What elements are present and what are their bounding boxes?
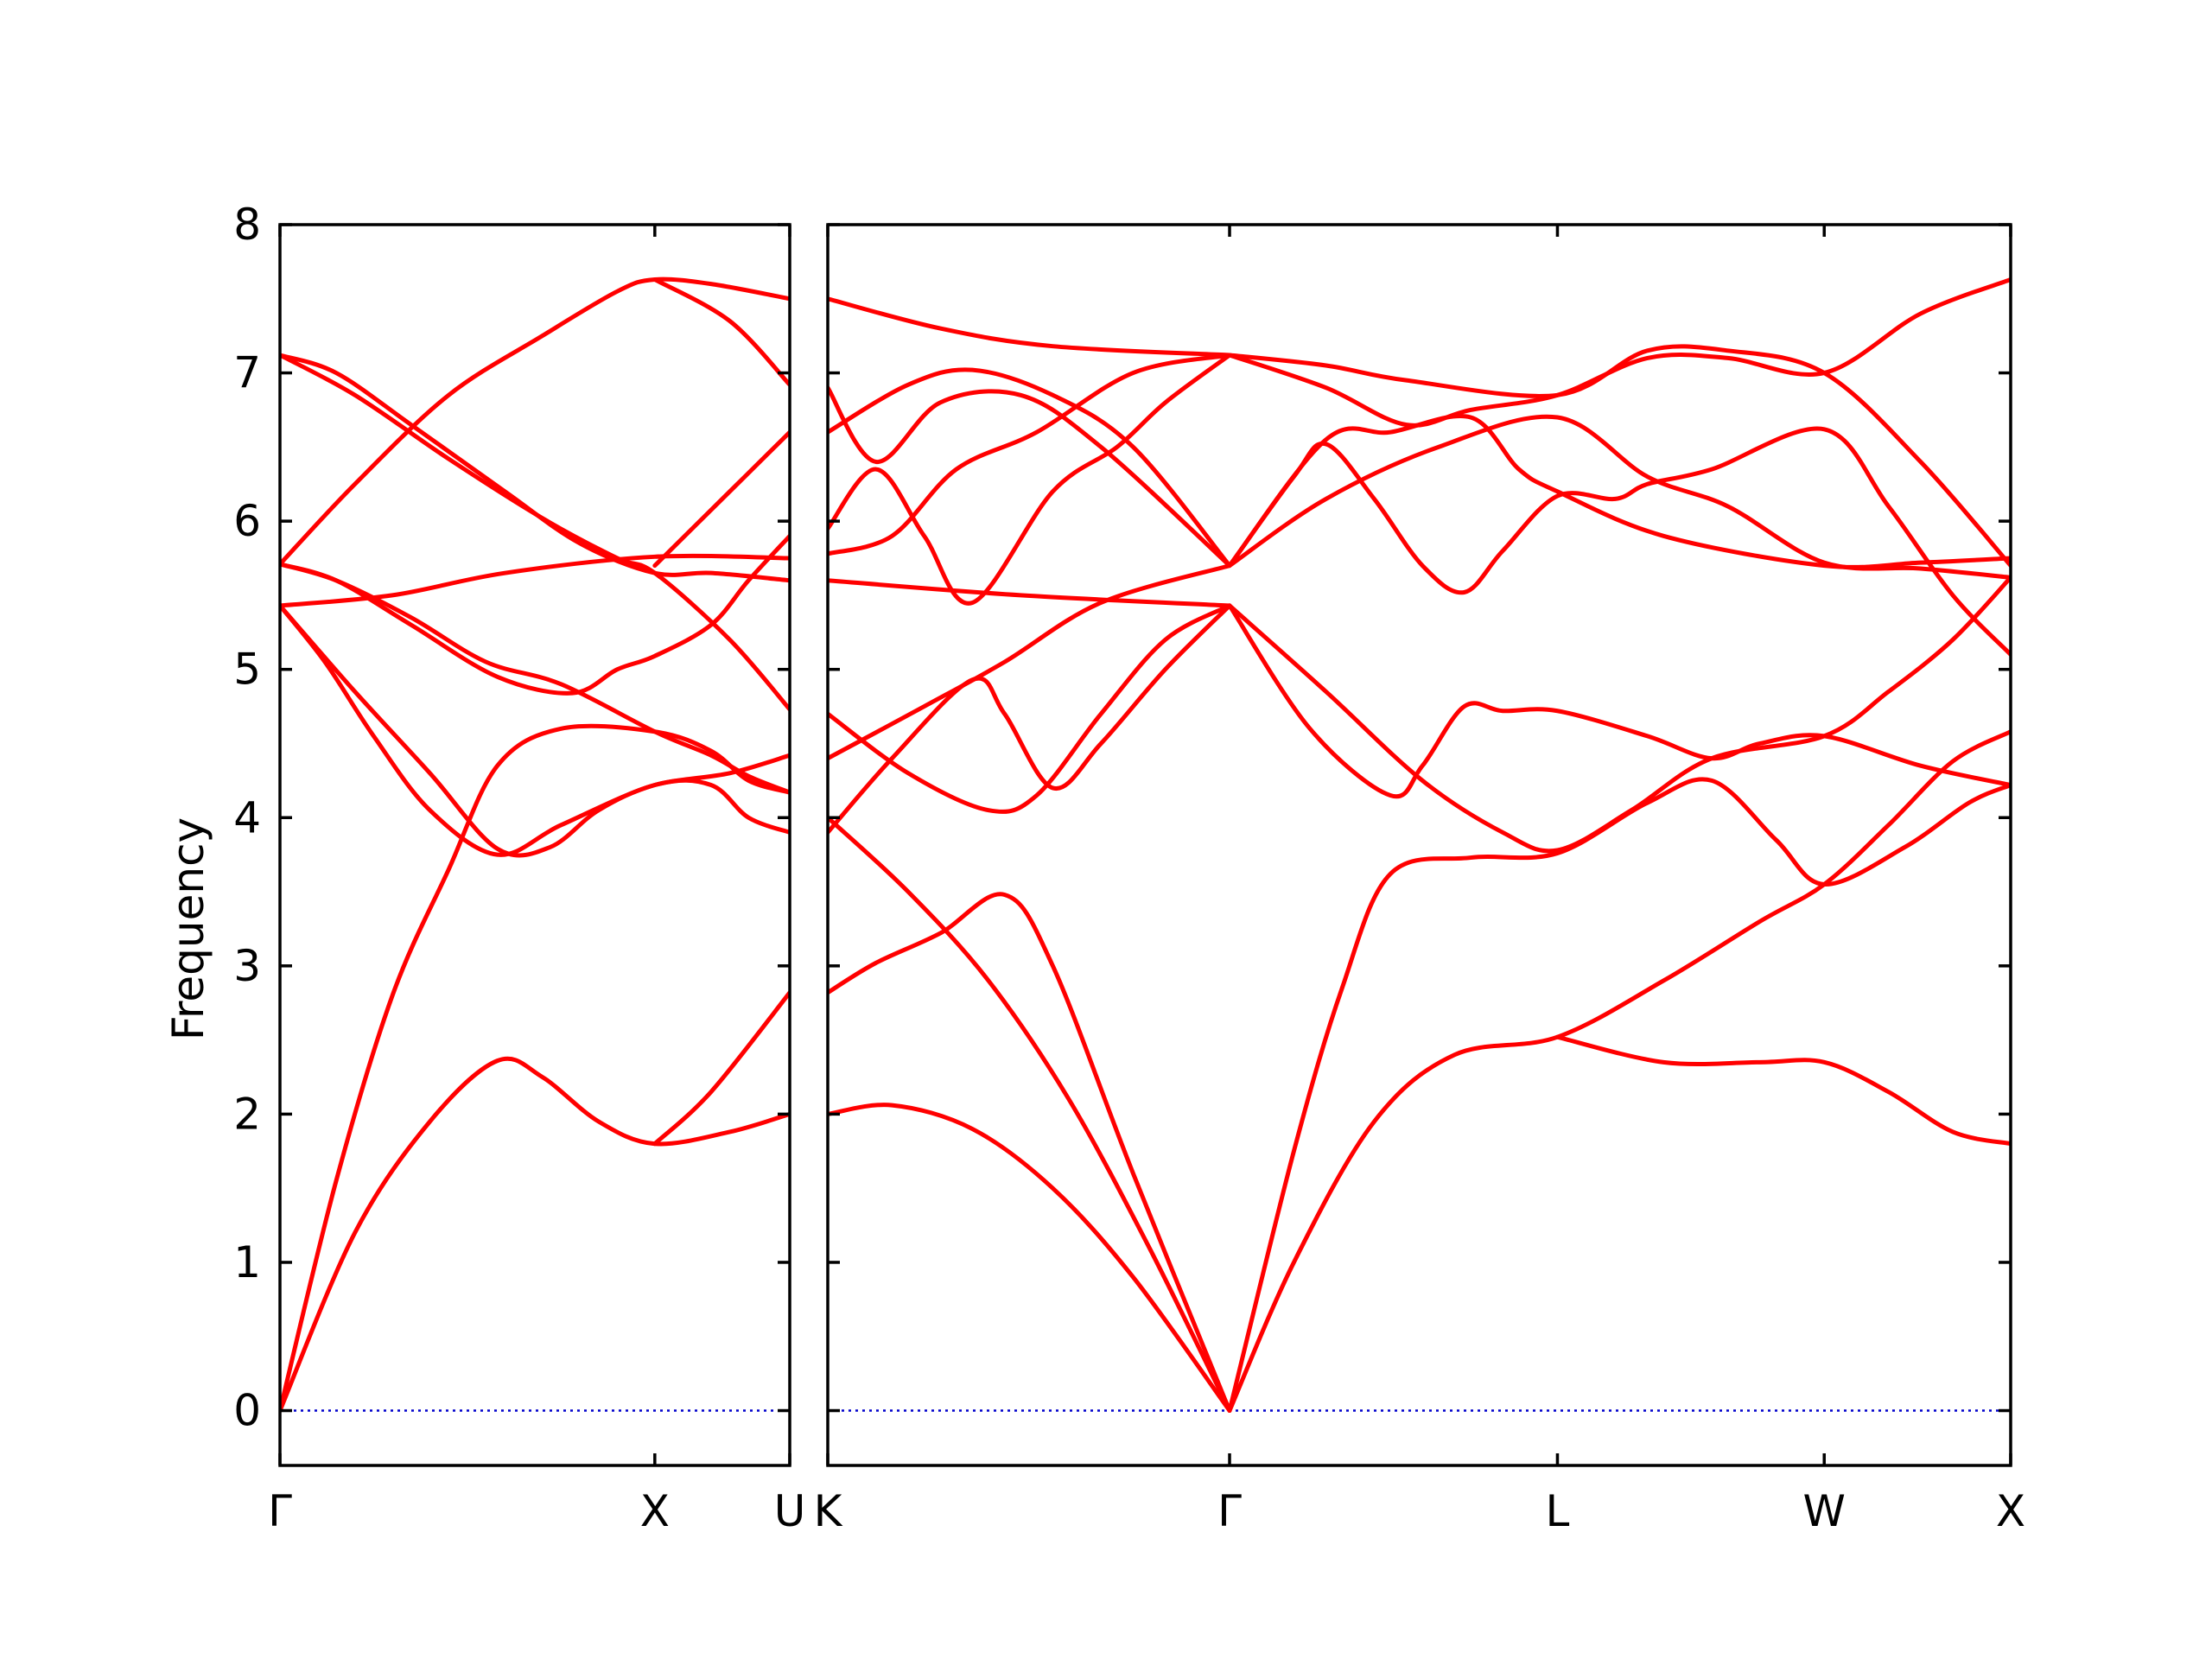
band-right-8 xyxy=(828,603,1232,814)
band-left-0 xyxy=(280,1056,790,1414)
band-right-15 xyxy=(1227,276,2011,428)
band-left-9 xyxy=(280,603,790,858)
y-tick-label-7: 7 xyxy=(233,348,261,398)
y-tick-label-5: 5 xyxy=(233,645,261,695)
panel-frame-right xyxy=(826,223,2012,1467)
band-left-10 xyxy=(652,990,790,1147)
band-right-9 xyxy=(828,603,1232,835)
band-right-19 xyxy=(828,367,1232,569)
band-left-4 xyxy=(280,553,790,608)
band-left-11 xyxy=(652,276,790,387)
band-right-1 xyxy=(828,892,1232,1414)
band-right-17 xyxy=(828,296,1232,358)
x-tick-label-U: U xyxy=(774,1486,806,1536)
x-tick-label-Γ: Γ xyxy=(1217,1486,1242,1536)
x-tick-label-W: W xyxy=(1803,1486,1846,1536)
band-left-5 xyxy=(280,276,790,567)
band-right-6 xyxy=(1227,603,2011,799)
bands-left xyxy=(280,276,790,1414)
band-right-11 xyxy=(828,578,1232,608)
band-left-8 xyxy=(280,562,790,795)
y-axis-label: Frequency xyxy=(163,817,213,1040)
band-left-7 xyxy=(280,353,790,712)
bands-right xyxy=(828,276,2011,1414)
band-right-14 xyxy=(1227,426,2011,658)
band-right-16 xyxy=(1227,344,2011,569)
y-tick-label-8: 8 xyxy=(233,200,261,250)
y-tick-label-2: 2 xyxy=(233,1089,261,1139)
y-tick-label-6: 6 xyxy=(233,496,261,546)
plot-layer: Γ X U K Γ L W X 0 1 2 3 4 5 6 7 8 xyxy=(233,200,2025,1536)
x-tick-label-Γ: Γ xyxy=(268,1486,292,1536)
panel-frame-left xyxy=(278,223,791,1467)
x-tick-label-K: K xyxy=(814,1486,843,1536)
band-left-12 xyxy=(652,429,790,569)
band-right-10 xyxy=(828,563,1232,761)
band-left-2 xyxy=(280,603,790,857)
x-tick-label-X: X xyxy=(1996,1486,2025,1536)
band-right-20 xyxy=(828,353,1232,556)
y-tick-label-3: 3 xyxy=(233,941,261,991)
band-right-13 xyxy=(1227,414,2011,569)
band-right-2 xyxy=(828,815,1232,1414)
band-right-0 xyxy=(828,1103,1232,1414)
x-tick-label-X: X xyxy=(640,1486,670,1536)
band-right-18 xyxy=(828,385,1232,569)
x-tick-label-L: L xyxy=(1546,1486,1570,1536)
y-tick-label-4: 4 xyxy=(233,792,261,842)
band-right-5 xyxy=(1554,1034,2011,1147)
band-right-7 xyxy=(1227,575,2011,854)
band-right-21 xyxy=(828,353,1232,606)
y-tick-label-0: 0 xyxy=(233,1386,261,1436)
band-left-6 xyxy=(280,353,790,583)
y-tick-label-1: 1 xyxy=(233,1237,261,1287)
band-right-3 xyxy=(1227,729,2011,1414)
band-left-3 xyxy=(280,533,790,696)
band-left-1 xyxy=(280,723,790,1414)
band-right-12 xyxy=(1227,414,2011,580)
